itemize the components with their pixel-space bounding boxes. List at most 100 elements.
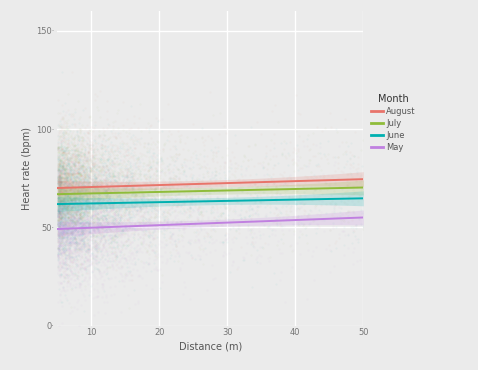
- Point: [68, 182, 76, 188]
- Point: [217, 211, 225, 216]
- Point: [114, 162, 121, 168]
- Point: [67, 190, 75, 196]
- Point: [54, 217, 62, 223]
- Point: [155, 129, 163, 135]
- Point: [292, 201, 299, 206]
- Point: [312, 195, 319, 201]
- Point: [64, 184, 71, 190]
- Point: [179, 211, 186, 216]
- Point: [64, 220, 71, 226]
- Point: [294, 110, 302, 115]
- Point: [87, 165, 95, 171]
- Point: [68, 155, 76, 161]
- Point: [54, 189, 62, 195]
- Point: [249, 205, 256, 211]
- Point: [140, 195, 147, 201]
- Point: [58, 198, 65, 204]
- Point: [63, 175, 71, 181]
- Point: [108, 220, 116, 226]
- Point: [127, 134, 135, 140]
- Point: [232, 228, 239, 233]
- Point: [56, 241, 64, 247]
- Point: [98, 191, 106, 196]
- Point: [75, 202, 83, 208]
- Point: [55, 169, 63, 175]
- Point: [120, 198, 127, 204]
- Point: [60, 258, 67, 263]
- Point: [195, 182, 203, 188]
- Point: [78, 211, 86, 217]
- Point: [68, 214, 76, 220]
- Point: [145, 229, 153, 235]
- Point: [113, 226, 121, 232]
- Point: [55, 205, 63, 211]
- Point: [109, 248, 116, 254]
- Point: [61, 196, 68, 202]
- Point: [57, 198, 65, 204]
- Point: [63, 225, 70, 231]
- Point: [76, 207, 84, 213]
- Point: [106, 169, 114, 175]
- Point: [91, 189, 98, 195]
- Point: [158, 195, 166, 201]
- Point: [70, 176, 77, 182]
- Point: [113, 184, 121, 190]
- Point: [94, 196, 101, 202]
- Point: [92, 244, 100, 250]
- Point: [186, 195, 194, 201]
- Point: [76, 152, 83, 158]
- Point: [61, 186, 69, 192]
- Point: [86, 210, 93, 216]
- Point: [156, 187, 164, 193]
- Point: [57, 280, 65, 286]
- Point: [94, 197, 101, 203]
- Point: [79, 185, 87, 191]
- Point: [82, 208, 90, 213]
- Point: [58, 232, 65, 238]
- Point: [72, 180, 80, 186]
- Point: [146, 161, 154, 167]
- Point: [181, 172, 188, 178]
- Point: [91, 149, 98, 155]
- Point: [78, 182, 86, 188]
- Point: [63, 154, 70, 159]
- Point: [58, 203, 66, 209]
- Point: [68, 205, 76, 211]
- Point: [90, 202, 98, 208]
- Point: [88, 160, 96, 166]
- Point: [67, 196, 75, 202]
- Point: [131, 200, 139, 206]
- Point: [104, 191, 111, 196]
- Point: [65, 246, 73, 252]
- Point: [62, 223, 69, 229]
- Point: [267, 186, 274, 192]
- Point: [86, 230, 93, 236]
- Point: [67, 174, 75, 180]
- Point: [141, 166, 149, 172]
- Point: [54, 164, 62, 170]
- Point: [217, 221, 225, 227]
- Point: [80, 228, 87, 233]
- Point: [54, 169, 62, 175]
- Point: [70, 121, 77, 127]
- Point: [140, 237, 148, 243]
- Point: [62, 204, 69, 210]
- Point: [153, 215, 161, 221]
- Point: [93, 165, 100, 171]
- Point: [87, 211, 95, 217]
- Point: [83, 263, 91, 269]
- Point: [71, 219, 79, 225]
- Point: [61, 154, 69, 160]
- Point: [111, 214, 119, 220]
- Point: [126, 136, 134, 142]
- Point: [54, 223, 62, 229]
- Point: [76, 215, 84, 221]
- Point: [69, 196, 77, 202]
- Point: [188, 201, 196, 207]
- Point: [60, 225, 67, 231]
- Point: [68, 165, 76, 171]
- Point: [56, 187, 64, 193]
- Point: [80, 244, 88, 250]
- Point: [121, 189, 129, 195]
- Point: [78, 214, 86, 220]
